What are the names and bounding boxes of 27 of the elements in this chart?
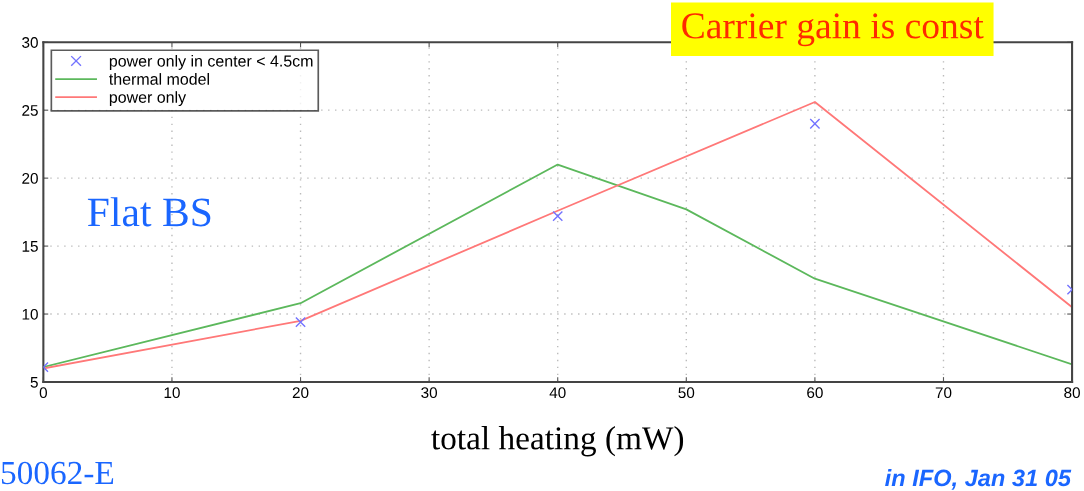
point bbox=[295, 316, 306, 328]
legend-label: power only in center < 4.5cm bbox=[109, 55, 313, 70]
annotation: Carrier gain is const bbox=[682, 13, 984, 47]
x-tick-label: 60 bbox=[807, 387, 823, 399]
x-tick-label: 30 bbox=[421, 387, 438, 399]
x-tick-label: 20 bbox=[292, 387, 309, 399]
annotation: Flat BS bbox=[87, 197, 211, 227]
x-tick-label: 10 bbox=[164, 387, 180, 399]
text: in IFO, Jan 31 05 bbox=[885, 468, 1072, 490]
legend-label: thermal model bbox=[109, 73, 209, 85]
point bbox=[552, 210, 564, 222]
x-tick-label: 50 bbox=[678, 387, 695, 399]
x-tick-label: 70 bbox=[935, 387, 952, 399]
legend-label: power only bbox=[109, 91, 187, 107]
x-tick-label: 80 bbox=[1064, 387, 1080, 399]
y-tick-label: 5 bbox=[30, 377, 38, 388]
x-tick-label: 40 bbox=[549, 387, 566, 399]
y-tick-label: 10 bbox=[22, 308, 38, 320]
x-axis-title: total heating (mW) bbox=[431, 426, 684, 457]
y-tick-label: 30 bbox=[22, 37, 38, 48]
point bbox=[809, 118, 821, 130]
y-tick-label: 15 bbox=[22, 241, 38, 252]
line-series bbox=[43, 163, 1073, 368]
y-tick-label: 20 bbox=[22, 173, 38, 184]
text: 50062-E bbox=[1, 461, 114, 485]
x-tick-label: 0 bbox=[39, 387, 48, 399]
y-tick-label: 25 bbox=[22, 105, 38, 116]
